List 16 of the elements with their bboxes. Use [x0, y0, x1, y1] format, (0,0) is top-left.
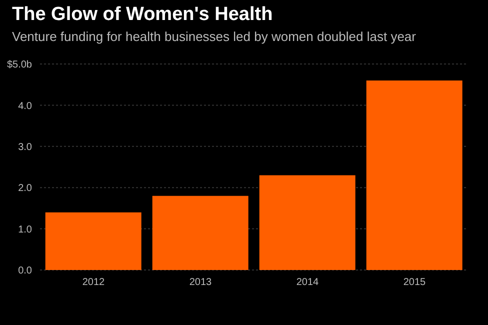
y-tick-label: 2.0: [18, 183, 32, 194]
y-tick-label: 0.0: [18, 266, 32, 277]
bar: [152, 196, 248, 270]
x-tick-label: 2012: [82, 277, 106, 288]
y-tick-label: 1.0: [18, 224, 32, 236]
y-tick-label: $5.0b: [6, 60, 32, 71]
bar: [259, 175, 356, 270]
x-tick-label: 2015: [403, 277, 426, 288]
x-tick-label: 2013: [189, 277, 212, 288]
bar: [45, 212, 142, 270]
chart-title: The Glow of Women's Health: [12, 4, 273, 26]
y-tick-label: 3.0: [18, 142, 32, 153]
y-tick-label: 4.0: [18, 100, 32, 112]
bar: [366, 80, 462, 270]
chart-subtitle: Venture funding for health businesses led by women doubled last year: [12, 29, 416, 44]
x-tick-label: 2014: [296, 277, 320, 288]
